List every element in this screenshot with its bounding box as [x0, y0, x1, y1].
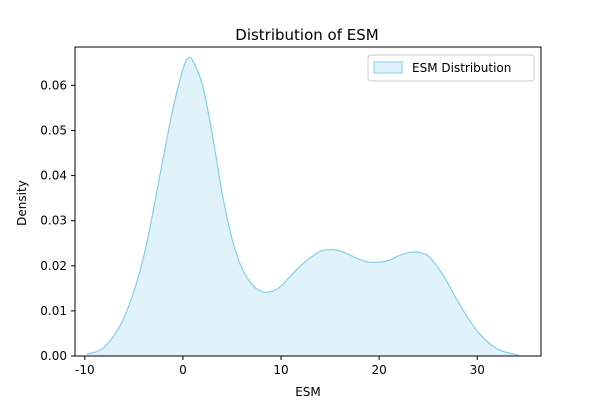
legend-box	[367, 54, 535, 82]
y-tick-label: 0.02	[40, 259, 67, 273]
density-curve-line	[86, 56, 519, 356]
chart-title: Distribution of ESM	[235, 26, 378, 44]
legend-swatch	[373, 61, 403, 74]
y-axis: 0.00 0.01 0.02 0.03 0.04 0.05 0.06	[40, 78, 75, 363]
x-tick-label: 10	[273, 363, 288, 377]
plot-area	[86, 56, 519, 356]
plot-frame	[74, 46, 542, 357]
x-axis-label: ESM	[295, 385, 321, 399]
x-tick-label: 20	[371, 363, 386, 377]
y-tick-label: 0.06	[40, 78, 67, 92]
y-tick-label: 0.01	[40, 304, 67, 318]
x-tick-label: 30	[470, 363, 485, 377]
y-tick-label: 0.03	[40, 214, 67, 228]
legend-label: ESM Distribution	[412, 61, 511, 75]
legend: ESM Distribution	[367, 54, 535, 82]
density-area-fill	[86, 57, 519, 356]
x-tick-label: -10	[75, 363, 95, 377]
y-axis-label: Density	[15, 180, 29, 226]
x-tick-label: 0	[179, 363, 187, 377]
y-tick-label: 0.05	[40, 123, 67, 137]
y-tick-label: 0.00	[40, 349, 67, 363]
x-axis: -10 0 10 20 30	[75, 356, 485, 377]
y-tick-label: 0.04	[40, 169, 67, 183]
